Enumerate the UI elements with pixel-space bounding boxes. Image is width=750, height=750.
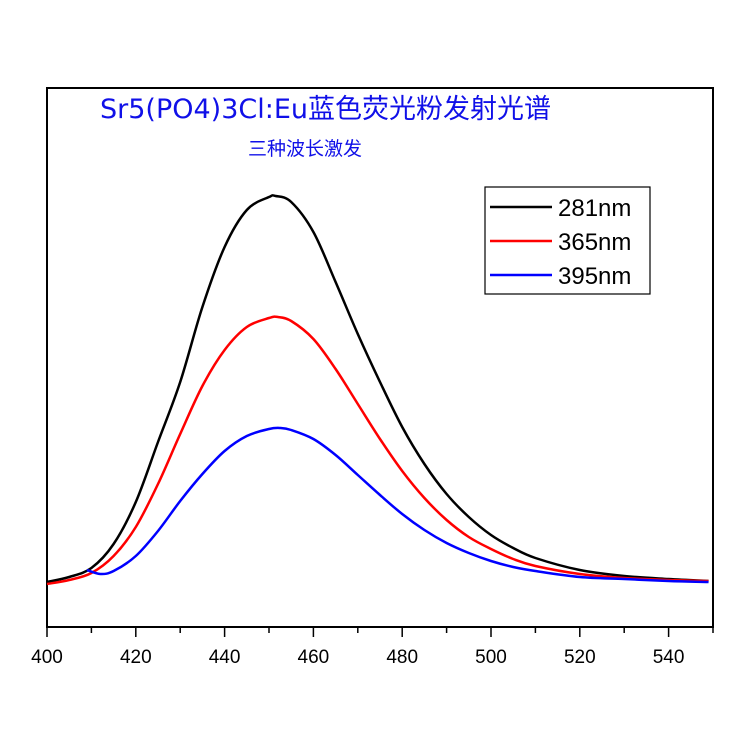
x-tick-label: 400 <box>31 647 63 668</box>
x-tick-label: 420 <box>120 647 152 668</box>
x-axis-ticks <box>46 627 714 637</box>
x-tick-label: 440 <box>209 647 241 668</box>
series-line-395nm <box>86 426 709 584</box>
x-tick-label: 500 <box>475 647 507 668</box>
series-line-365nm <box>46 315 709 586</box>
x-tick-label: 460 <box>298 647 330 668</box>
legend-label: 281nm <box>558 195 631 222</box>
x-axis-tick-labels: 400 420 440 460 480 500 520 540 <box>31 647 684 668</box>
plot-frame <box>46 87 714 628</box>
chart-title: Sr5(PO4)3Cl:Eu蓝色荧光粉发射光谱 <box>100 94 551 125</box>
x-tick-label: 540 <box>653 647 685 668</box>
series-lines <box>46 194 709 586</box>
x-tick-label: 520 <box>564 647 596 668</box>
legend-label: 395nm <box>558 263 631 290</box>
chart-subtitle: 三种波长激发 <box>248 138 362 160</box>
x-tick-label: 480 <box>386 647 418 668</box>
legend: 281nm 365nm 395nm <box>484 186 651 295</box>
series-line-281nm <box>46 194 709 584</box>
legend-label: 365nm <box>558 229 631 256</box>
